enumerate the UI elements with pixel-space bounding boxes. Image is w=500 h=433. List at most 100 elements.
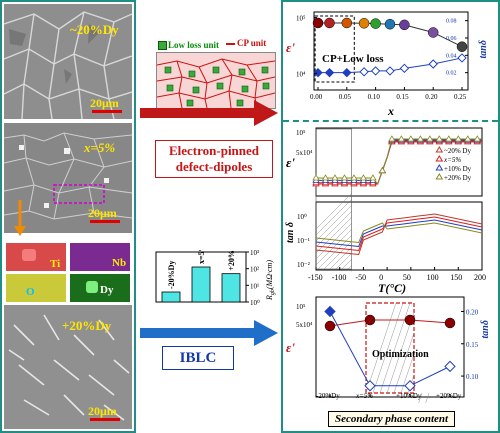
cp-legend-line: [226, 43, 235, 45]
tan-point-6: [399, 63, 410, 74]
temp-eps-marker-3-14: [378, 166, 387, 174]
temp-hatch-10: [335, 253, 352, 270]
eds-map-o: [6, 274, 66, 302]
temp-eps-marker-3-30: [454, 135, 462, 142]
eds-map-dy: [70, 274, 130, 302]
opt-eps-point-3: [444, 317, 456, 329]
bar-ytick-label-1: 10¹: [250, 282, 259, 290]
temp-eps-marker-3-26: [435, 135, 444, 142]
opt-eps-tick-1: 5x10⁴: [296, 321, 313, 329]
temp-chart-ylabel-tan: tan δ: [285, 222, 296, 243]
top-xtick-label-1: 0.05: [339, 93, 352, 101]
top-chart-y2label: tanδ: [478, 40, 489, 59]
opt-chart-xlabel: Secondary phase content: [328, 411, 456, 427]
opt-chart-ylabel: ε': [286, 340, 295, 355]
bar-0: [161, 291, 181, 303]
sem-image-mid: [4, 123, 132, 233]
bar-label-2: +20%Dy: [227, 250, 236, 271]
top-ytick-label-1: 10⁵: [296, 15, 306, 23]
opt-xtick-label-2: +10%Dy: [396, 392, 422, 400]
temp-eps-marker-3-22: [416, 135, 425, 142]
tan-point-4: [370, 66, 381, 76]
microstructure-schematic: [156, 52, 276, 109]
eps-point-7: [427, 27, 439, 38]
sem-image-bottom: [4, 305, 132, 429]
bar-label-1: x=5%: [197, 250, 206, 264]
temp-legend-label-3: +20% Dy: [444, 174, 472, 182]
temp-hatch-11: [341, 259, 352, 270]
temp-eps-marker-3-20: [407, 135, 415, 142]
opt-tan-point-3: [444, 360, 456, 373]
cp-label: CP unit: [237, 38, 267, 48]
temp-hatch-5: [315, 223, 352, 260]
temp-hatch-0: [315, 193, 352, 230]
opt-tan-point-2: [404, 380, 416, 392]
temp-eps-marker-3-28: [445, 135, 453, 142]
temp-xtick-label-2: -50: [355, 273, 366, 282]
temp-hatch-3: [315, 211, 352, 248]
optimization-chart: Optimization -20%Dy x=5% +10%Dy +20%Dy 10⁵ 5x1…: [296, 296, 479, 403]
temp-tan-series-0: [315, 213, 483, 256]
eds-map-nb: [70, 243, 130, 271]
temp-tan-tick-2: 10⁰: [297, 213, 307, 221]
opt-hatch-2: [379, 302, 411, 394]
bar-ytick-label-3: 10³: [250, 250, 259, 257]
red-arrow-icon: [140, 100, 278, 126]
results-panel: [281, 0, 500, 433]
temp-hatch-6: [315, 229, 352, 266]
top-xtick-label-2: 0.10: [368, 93, 381, 101]
opt-tan-point-1: [364, 380, 376, 392]
top-annotation-text: CP+Low loss: [322, 53, 384, 65]
opt-eps-point-1: [364, 314, 376, 326]
temp-tan-plot-area: [315, 201, 483, 271]
temp-xtick-label-3: 0: [379, 273, 383, 282]
temp-eps-marker-3-12: [369, 174, 377, 181]
temp-eps-marker-3-2: [321, 174, 330, 181]
eps-point-0: [312, 17, 324, 29]
temp-xtick-label-6: 150: [450, 273, 462, 282]
opt-hatch-9: [425, 392, 430, 403]
temp-legend-label-1: x=5%: [443, 156, 461, 164]
tan-point-3: [359, 67, 369, 77]
bar-ytick-label-2: 10²: [250, 266, 259, 274]
top-annotation-box: [314, 15, 355, 83]
tan-point-0: [313, 67, 323, 78]
bar-label-0: -20%Dy: [167, 261, 176, 289]
opt-tan-point-0: [324, 305, 336, 318]
tan-point-5: [385, 66, 395, 76]
temp-tan-series-1: [315, 216, 483, 252]
opt-hatch-8: [418, 392, 423, 403]
opt-annotation-box: [365, 302, 415, 394]
opt-plot-area: [315, 296, 465, 398]
sem-label-mid: x=5%: [84, 140, 116, 155]
eds-map-ti: [6, 243, 66, 271]
opt-hatch-7: [413, 392, 416, 397]
sem-image-top: [4, 4, 132, 119]
temp-eps-marker-3-10: [359, 174, 368, 181]
opt-tan-line: [329, 311, 451, 387]
opt-xtick-label-3: +20%Dy: [436, 392, 462, 400]
opt-hatch-1: [372, 302, 404, 394]
temp-hatch-12: [347, 265, 352, 270]
temp-hatch-8: [323, 241, 352, 270]
top-ytick-label-0: 10⁴: [296, 70, 306, 78]
eps-point-1: [324, 17, 335, 29]
opt-y2tick-label-1: 0.15: [466, 341, 479, 349]
scale-label-1: 20μm: [90, 96, 119, 110]
temp-eps-marker-3-0: [312, 174, 320, 181]
tan-point-2: [342, 67, 352, 78]
eps-point-6: [399, 19, 410, 31]
opt-hatch-4: [393, 332, 415, 394]
composition-chart: CP+Low loss 0.00 0.05 0.10 0.15 0.20 0.25 10⁴ 10…: [296, 11, 469, 101]
temp-hatch-2: [315, 205, 352, 242]
temp-hatch-region: [315, 128, 352, 270]
temp-chart-xlabel: T(°C): [378, 281, 407, 295]
scale-label-3: 20μm: [88, 404, 117, 418]
scale-bar-3: [90, 418, 120, 421]
zoom-arrow-icon: [14, 200, 26, 236]
eps-point-5: [384, 18, 396, 30]
temp-tan-series-2: [315, 219, 483, 248]
temp-eps-marker-3-34: [473, 135, 481, 142]
temp-eps-marker-3-18: [397, 135, 406, 142]
opt-hatch-3: [386, 311, 415, 394]
